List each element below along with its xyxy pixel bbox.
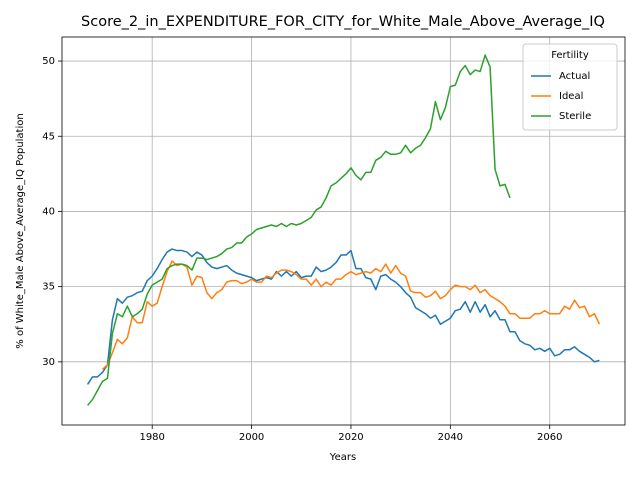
line-series bbox=[101, 260, 601, 370]
plot-frame bbox=[61, 36, 626, 426]
x-tick-label: 2040 bbox=[438, 432, 463, 443]
legend-label: Sterile bbox=[559, 111, 591, 122]
legend-label: Actual bbox=[559, 71, 590, 82]
line-series bbox=[86, 248, 600, 385]
y-tick-label: 40 bbox=[42, 206, 55, 217]
legend-title: Fertility bbox=[551, 50, 589, 61]
y-tick-label: 35 bbox=[42, 282, 55, 293]
legend-label: Ideal bbox=[559, 91, 583, 102]
line-series bbox=[87, 54, 511, 406]
x-tick-label: 2060 bbox=[537, 432, 562, 443]
x-axis-label: Years bbox=[329, 452, 356, 463]
legend: Fertility Actual Ideal Sterile bbox=[522, 43, 618, 131]
y-axis-label: % of White_Male Above_Average_IQ Populat… bbox=[15, 113, 26, 348]
chart-title: Score_2_in_EXPENDITURE_FOR_CITY_for_Whit… bbox=[81, 14, 605, 30]
legend-box bbox=[522, 43, 618, 131]
y-tick-label: 50 bbox=[42, 56, 55, 67]
x-tick-label: 2000 bbox=[239, 432, 264, 443]
x-tick-label: 1980 bbox=[139, 432, 164, 443]
y-tick-label: 30 bbox=[42, 357, 55, 368]
y-tick-label: 45 bbox=[42, 131, 55, 142]
x-tick-label: 2020 bbox=[338, 432, 363, 443]
